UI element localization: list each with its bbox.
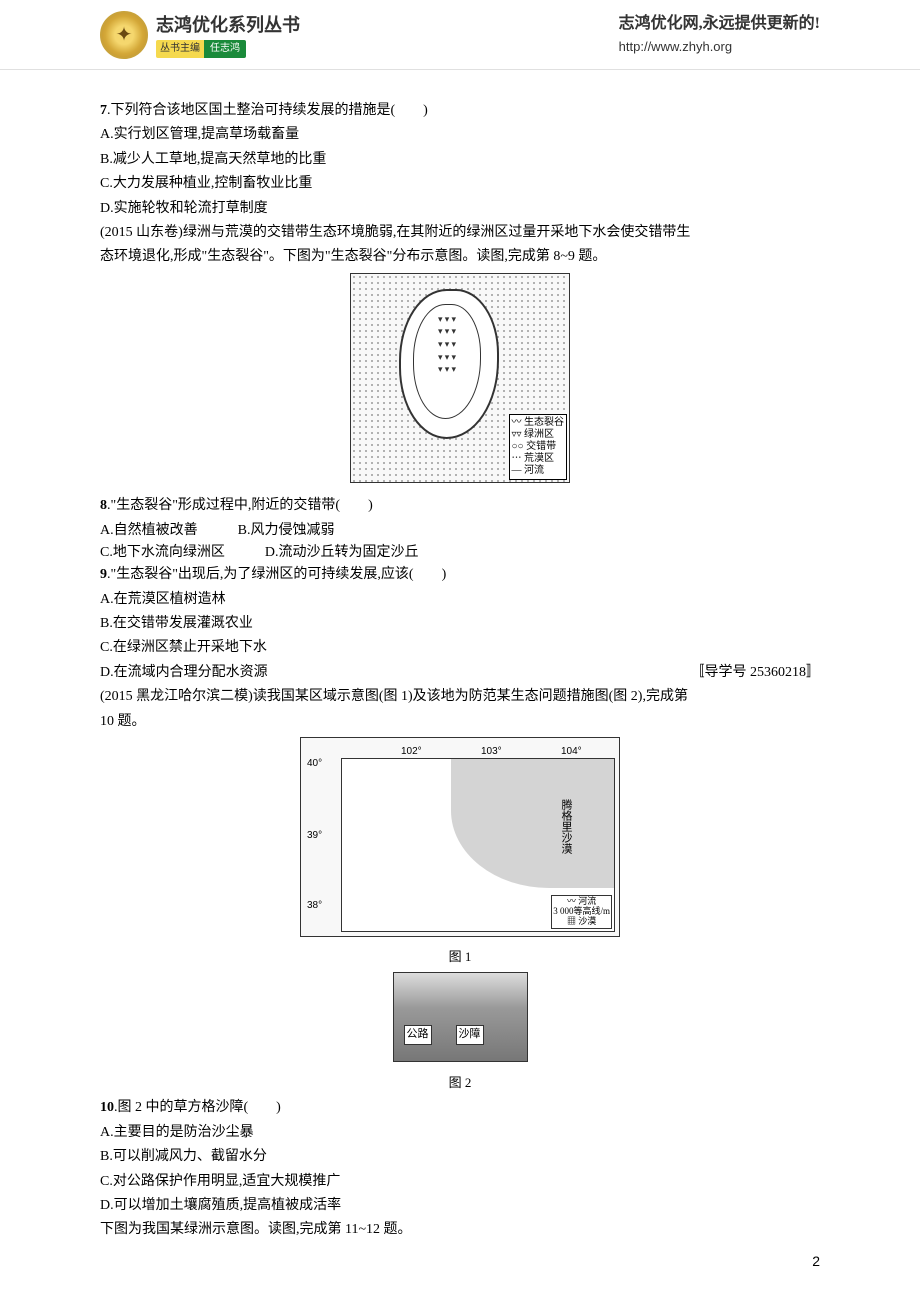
passage1-line2: 态环境退化,形成"生态裂谷"。下图为"生态裂谷"分布示意图。读图,完成第 8~9… (100, 246, 820, 268)
series-title-block: 志鸿优化系列丛书 丛书主编 任志鸿 (156, 11, 300, 58)
passage2-line1: (2015 黑龙江哈尔滨二模)读我国某区域示意图(图 1)及该地为防范某生态问题… (100, 686, 820, 708)
road-label-road: 公路 (404, 1025, 432, 1045)
q9-option-a: A.在荒漠区植树造林 (100, 589, 820, 611)
map-legend: 〰 河流 3 000等高线/m ▦ 沙漠 (551, 895, 612, 929)
q8-option-a: A.自然植被改善 (100, 520, 198, 542)
q8-option-c: C.地下水流向绿洲区 (100, 542, 225, 564)
q8-option-b: B.风力侵蚀减弱 (238, 520, 335, 542)
q7-num: 7 (100, 103, 107, 118)
q9-stem: 9."生态裂谷"出现后,为了绿洲区的可持续发展,应该( ) (100, 564, 820, 586)
q8-row1: A.自然植被改善 B.风力侵蚀减弱 (100, 520, 820, 542)
road-bg (394, 973, 527, 1061)
eco-inner-shape (413, 304, 481, 419)
q9-ref: 〚导学号 25360218〛 (691, 662, 821, 684)
legend-item4: ⋯ 荒漠区 (512, 453, 565, 465)
map-desert-area (451, 759, 614, 888)
site-name: 志鸿优化网,永远提供更新的! (619, 11, 820, 37)
passage1-line1: (2015 山东卷)绿洲与荒漠的交错带生态环境脆弱,在其附近的绿洲区过量开采地下… (100, 222, 820, 244)
q10-stem-text: .图 2 中的草方格沙障( ) (114, 1100, 281, 1115)
q8-option-d: D.流动沙丘转为固定沙丘 (265, 542, 419, 564)
map-lat40: 40° (307, 756, 322, 772)
q7-option-b: B.减少人工草地,提高天然草地的比重 (100, 149, 820, 171)
map-lat39: 39° (307, 828, 322, 844)
q8-num: 8 (100, 498, 107, 513)
q10-option-d: D.可以增加土壤腐殖质,提高植被成活率 (100, 1195, 820, 1217)
figure-eco-legend: 〰 生态裂谷 ▿▿ 绿洲区 ○○ 交错带 ⋯ 荒漠区 — 河流 (509, 414, 568, 480)
q8-row2: C.地下水流向绿洲区 D.流动沙丘转为固定沙丘 (100, 542, 820, 564)
q7-stem-text: .下列符合该地区国土整治可持续发展的措施是( ) (107, 103, 428, 118)
q9-num: 9 (100, 567, 107, 582)
figure-region-map: 40° 39° 38° 102° 103° 104° 腾格里沙漠 〰 河流 3 … (300, 737, 620, 937)
q7-option-a: A.实行划区管理,提高草场载畜量 (100, 124, 820, 146)
q9-option-d-row: D.在流域内合理分配水资源 〚导学号 25360218〛 (100, 662, 820, 684)
q10-option-c: C.对公路保护作用明显,适宜大规模推广 (100, 1171, 820, 1193)
q7-option-d: D.实施轮牧和轮流打草制度 (100, 198, 820, 220)
passage3: 下图为我国某绿洲示意图。读图,完成第 11~12 题。 (100, 1219, 820, 1241)
header-brand: ✦ 志鸿优化系列丛书 丛书主编 任志鸿 (100, 11, 300, 59)
editor-name: 任志鸿 (204, 40, 246, 58)
q9-option-b: B.在交错带发展灌溉农业 (100, 613, 820, 635)
legend-item2: ▿▿ 绿洲区 (512, 429, 565, 441)
figure-map-caption: 图 1 (100, 947, 820, 968)
map-body: 腾格里沙漠 〰 河流 3 000等高线/m ▦ 沙漠 (341, 758, 615, 932)
q10-option-b: B.可以削减风力、截留水分 (100, 1146, 820, 1168)
figure-map-container: 40° 39° 38° 102° 103° 104° 腾格里沙漠 〰 河流 3 … (100, 737, 820, 968)
q10-num: 10 (100, 1100, 114, 1115)
q7-stem: 7.下列符合该地区国土整治可持续发展的措施是( ) (100, 100, 820, 122)
legend-item1: 〰 生态裂谷 (512, 417, 565, 429)
legend-item3: ○○ 交错带 (512, 441, 565, 453)
series-title: 志鸿优化系列丛书 (156, 11, 300, 40)
q8-stem-text: ."生态裂谷"形成过程中,附近的交错带( ) (107, 498, 373, 513)
q9-option-d: D.在流域内合理分配水资源 (100, 665, 268, 680)
q9-stem-text: ."生态裂谷"出现后,为了绿洲区的可持续发展,应该( ) (107, 567, 446, 582)
q7-option-c: C.大力发展种植业,控制畜牧业比重 (100, 173, 820, 195)
passage2-line2: 10 题。 (100, 711, 820, 733)
figure-eco-container: 〰 生态裂谷 ▿▿ 绿洲区 ○○ 交错带 ⋯ 荒漠区 — 河流 (100, 273, 820, 491)
figure-eco-valley: 〰 生态裂谷 ▿▿ 绿洲区 ○○ 交错带 ⋯ 荒漠区 — 河流 (350, 273, 570, 483)
site-url: http://www.zhyh.org (619, 37, 820, 58)
page-number: 2 (812, 1250, 820, 1272)
editor-label: 丛书主编 (156, 40, 204, 58)
q8-stem: 8."生态裂谷"形成过程中,附近的交错带( ) (100, 495, 820, 517)
map-lat38: 38° (307, 898, 322, 914)
road-label-barrier: 沙障 (456, 1025, 484, 1045)
page-header: ✦ 志鸿优化系列丛书 丛书主编 任志鸿 志鸿优化网,永远提供更新的! http:… (0, 0, 920, 70)
editor-tag: 丛书主编 任志鸿 (156, 40, 246, 58)
figure-road-container: 公路 沙障 图 2 (100, 972, 820, 1093)
document-body: 7.下列符合该地区国土整治可持续发展的措施是( ) A.实行划区管理,提高草场载… (0, 70, 920, 1264)
q9-option-c: C.在绿洲区禁止开采地下水 (100, 637, 820, 659)
map-desert-name: 腾格里沙漠 (556, 799, 574, 854)
map-legend-sand: ▦ 沙漠 (553, 917, 610, 927)
figure-road-caption: 图 2 (100, 1073, 820, 1094)
q10-option-a: A.主要目的是防治沙尘暴 (100, 1122, 820, 1144)
header-site: 志鸿优化网,永远提供更新的! http://www.zhyh.org (619, 11, 820, 57)
logo-icon: ✦ (100, 11, 148, 59)
figure-road-barrier: 公路 沙障 (393, 972, 528, 1062)
legend-item5: — 河流 (512, 465, 565, 477)
q10-stem: 10.图 2 中的草方格沙障( ) (100, 1097, 820, 1119)
